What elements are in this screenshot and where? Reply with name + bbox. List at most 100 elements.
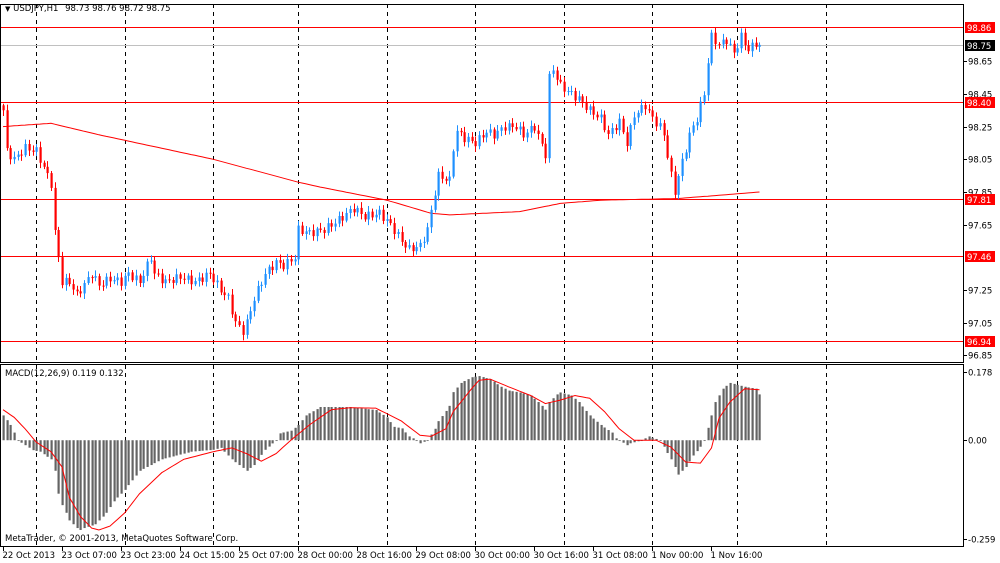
- macd-histogram-bar: [6, 420, 9, 441]
- candle-body: [578, 96, 581, 101]
- time-tick-label: 1 Nov 00:00: [652, 551, 704, 561]
- candle-body: [264, 273, 267, 285]
- macd-histogram-bar: [511, 391, 514, 441]
- candle-body: [626, 132, 629, 147]
- macd-histogram-bar: [544, 409, 547, 441]
- macd-histogram-bar: [341, 407, 344, 441]
- macd-histogram-bar: [35, 440, 38, 451]
- time-tick-label: 23 Oct 07:00: [62, 551, 117, 561]
- macd-histogram-bar: [190, 440, 193, 452]
- macd-histogram-bar: [330, 407, 333, 441]
- macd-histogram-bar: [39, 440, 42, 452]
- price-tick-label: 98.65: [968, 58, 992, 68]
- macd-histogram-bar: [142, 440, 145, 469]
- macd-histogram-bar: [268, 440, 271, 447]
- candle-body: [556, 70, 559, 80]
- symbol-label: USDJPY,H1: [13, 4, 59, 14]
- candle-body: [522, 126, 525, 138]
- macd-histogram-bar: [456, 387, 459, 441]
- macd-tick-label: 0.178: [968, 369, 992, 379]
- candle-body: [105, 276, 108, 286]
- candle-body: [146, 261, 149, 276]
- macd-histogram-bar: [76, 440, 79, 529]
- candle-body: [648, 109, 651, 111]
- macd-histogram-bar: [275, 440, 278, 442]
- macd-histogram-bar: [257, 440, 260, 460]
- macd-histogram-bar: [105, 440, 108, 513]
- candle-body: [611, 128, 614, 134]
- macd-histogram-bar: [65, 440, 68, 513]
- macd-histogram-bar: [714, 402, 717, 441]
- candle-body: [596, 114, 599, 118]
- macd-histogram-bar: [91, 440, 94, 526]
- triangle-down-icon[interactable]: ▼: [5, 5, 11, 13]
- price-axis[interactable]: 98.65 98.45 98.25 98.05 97.85 97.65 97.25 97.05…: [963, 22, 995, 362]
- macd-histogram-bar: [94, 440, 97, 525]
- macd-histogram-bar: [692, 440, 695, 456]
- candle-body: [659, 123, 662, 127]
- macd-histogram-bar: [685, 440, 688, 467]
- macd-histogram-bar: [740, 385, 743, 441]
- candle-body: [364, 213, 367, 220]
- macd-histogram-bar: [271, 440, 274, 444]
- macd-histogram-bar: [430, 434, 433, 441]
- macd-histogram-bar: [260, 440, 263, 455]
- candle-body: [234, 314, 237, 322]
- price-tick-label: 98.45: [968, 91, 992, 101]
- time-axis[interactable]: 22 Oct 2013 23 Oct 07:00 23 Oct 23:00 24 Oc…: [3, 547, 763, 561]
- macd-histogram-bar: [670, 440, 673, 460]
- macd-histogram-bar: [153, 440, 156, 464]
- candle-body: [552, 70, 555, 74]
- candle-body: [46, 166, 49, 174]
- candle-body: [341, 215, 344, 221]
- macd-histogram-bar: [286, 431, 289, 441]
- macd-histogram-bar: [629, 440, 632, 444]
- price-tick-label: 96.85: [968, 352, 992, 362]
- candle-body: [526, 132, 529, 138]
- price-tick-label: 97.65: [968, 222, 992, 232]
- candle-body: [83, 283, 86, 294]
- candle-body: [268, 266, 271, 274]
- macd-histogram-bar: [441, 416, 444, 441]
- candle-body: [622, 118, 625, 133]
- macd-histogram-bar: [28, 440, 31, 448]
- candle-body: [168, 279, 171, 281]
- candle-body: [124, 275, 127, 286]
- candle-body: [286, 259, 289, 270]
- macd-histogram-bar: [471, 377, 474, 441]
- macd-histogram-bar: [161, 440, 164, 460]
- candle-body: [629, 125, 632, 147]
- candle-body: [508, 123, 511, 131]
- candle-body: [585, 101, 588, 110]
- macd-label: MACD(12,26,9) 0.119 0.132: [5, 369, 124, 379]
- macd-histogram-bar: [419, 440, 422, 444]
- candle-body: [87, 277, 90, 284]
- candle-body: [426, 227, 429, 242]
- macd-histogram-bar: [474, 376, 477, 441]
- time-tick-label: 29 Oct 08:00: [416, 551, 471, 561]
- macd-axis: 0.178 0.00 -0.259: [963, 369, 995, 546]
- macd-histogram-bar: [563, 393, 566, 441]
- candle-body: [290, 259, 293, 262]
- macd-histogram-bar: [581, 406, 584, 441]
- candle-body: [98, 276, 101, 286]
- candle-body: [434, 195, 437, 210]
- candle-body: [371, 211, 374, 218]
- candle-body: [692, 125, 695, 133]
- macd-histogram-bar: [600, 424, 603, 441]
- candle-body: [316, 228, 319, 237]
- candle-body: [150, 260, 153, 262]
- candle-body: [28, 143, 31, 151]
- macd-histogram-bar: [758, 394, 761, 441]
- candle-body: [401, 232, 404, 242]
- candle-body: [615, 128, 618, 131]
- candle-body: [677, 175, 680, 195]
- candle-body: [548, 73, 551, 159]
- macd-histogram-bar: [478, 376, 481, 441]
- ohlc-values: 98.73 98.76 98.72 98.75: [65, 4, 171, 14]
- macd-histogram-bar: [201, 440, 204, 451]
- macd-histogram-bar: [238, 440, 241, 466]
- macd-histogram-bar: [611, 432, 614, 441]
- candle-body: [423, 241, 426, 243]
